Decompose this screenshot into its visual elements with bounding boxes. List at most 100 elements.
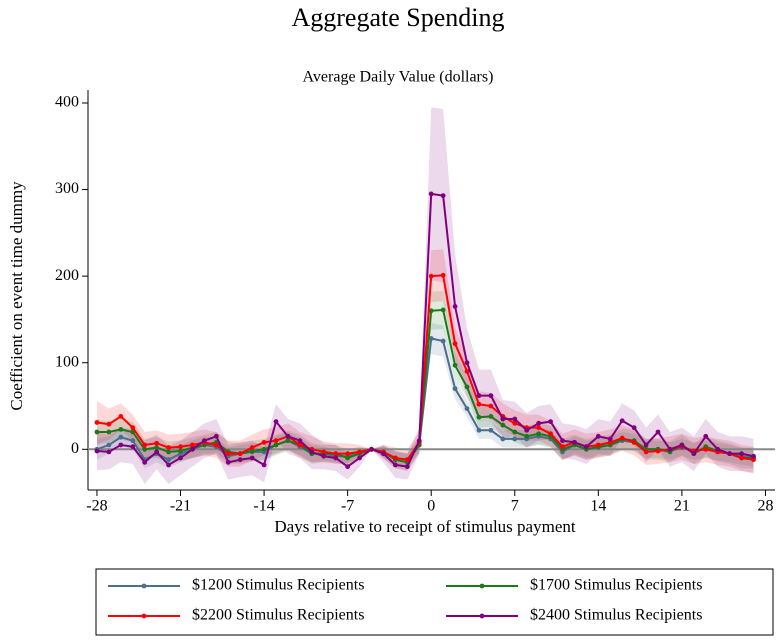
y-tick-label: 100 xyxy=(55,353,79,370)
point xyxy=(166,445,171,450)
point xyxy=(679,442,685,448)
point xyxy=(440,272,446,278)
point xyxy=(512,429,518,435)
chart-subtitle: Average Daily Value (dollars) xyxy=(303,69,494,86)
point xyxy=(190,446,195,452)
x-tick-label: 0 xyxy=(427,498,435,515)
point xyxy=(178,455,183,461)
point xyxy=(345,464,351,470)
point xyxy=(428,308,434,314)
point xyxy=(428,336,434,341)
point xyxy=(607,439,613,445)
point xyxy=(118,434,124,440)
point xyxy=(476,393,482,399)
legend-label: $1700 Stimulus Recipients xyxy=(530,577,702,594)
point xyxy=(416,438,422,444)
point xyxy=(440,193,446,199)
y-tick-label: 400 xyxy=(55,94,79,111)
point xyxy=(500,416,506,422)
legend-label: $2400 Stimulus Recipients xyxy=(530,607,702,624)
point xyxy=(595,433,601,439)
point xyxy=(261,446,267,452)
legend-marker xyxy=(141,583,147,589)
point xyxy=(297,438,303,444)
legend-label: $1200 Stimulus Recipients xyxy=(192,577,364,594)
point xyxy=(225,459,231,465)
point xyxy=(488,427,494,433)
chart-title: Aggregate Spending xyxy=(291,3,504,32)
point xyxy=(404,464,410,470)
x-tick-label: -14 xyxy=(253,498,274,515)
point xyxy=(237,457,243,463)
point xyxy=(595,442,601,448)
point xyxy=(631,425,637,431)
point xyxy=(106,421,112,427)
point xyxy=(130,444,136,450)
point xyxy=(452,304,458,309)
point xyxy=(357,455,362,461)
point xyxy=(118,426,124,432)
point xyxy=(619,418,625,424)
y-axis-label: Coefficient on event time dummy xyxy=(7,181,26,411)
point xyxy=(321,453,327,459)
point xyxy=(512,416,518,422)
point xyxy=(213,433,219,439)
x-tick-label: 21 xyxy=(674,498,690,515)
point xyxy=(94,420,100,425)
point xyxy=(524,427,530,433)
confidence-band xyxy=(96,107,754,484)
point xyxy=(178,444,183,450)
point xyxy=(225,451,231,457)
legend-marker xyxy=(479,613,485,619)
point xyxy=(178,448,183,454)
point xyxy=(727,451,733,457)
point xyxy=(154,445,160,450)
point xyxy=(631,439,637,445)
point xyxy=(166,462,171,468)
point xyxy=(237,451,243,457)
point xyxy=(464,384,470,390)
point xyxy=(285,438,291,444)
point xyxy=(106,449,112,455)
point xyxy=(130,438,136,444)
point xyxy=(524,433,530,439)
point xyxy=(739,451,744,457)
x-tick-label: -21 xyxy=(170,498,191,515)
point xyxy=(297,442,303,448)
legend-marker xyxy=(479,583,485,589)
point xyxy=(536,420,542,426)
point xyxy=(94,448,100,454)
point xyxy=(536,425,542,431)
point xyxy=(488,403,494,409)
point xyxy=(392,462,398,468)
point xyxy=(440,338,446,344)
point xyxy=(166,457,171,463)
point xyxy=(142,459,148,465)
point xyxy=(452,386,458,392)
point xyxy=(357,449,362,455)
point xyxy=(285,433,291,439)
point xyxy=(476,414,482,420)
point xyxy=(619,435,625,441)
point xyxy=(261,439,267,445)
point xyxy=(715,446,721,452)
point xyxy=(703,446,709,452)
point xyxy=(691,451,697,457)
point xyxy=(166,449,171,455)
point xyxy=(536,431,542,437)
x-axis-label: Days relative to receipt of stimulus pay… xyxy=(274,517,575,536)
point xyxy=(476,427,482,433)
point xyxy=(488,414,494,419)
point xyxy=(118,442,124,448)
point xyxy=(154,440,160,446)
x-tick-label: 28 xyxy=(757,498,773,515)
point xyxy=(560,444,565,450)
point xyxy=(452,341,458,347)
point xyxy=(667,446,673,452)
legend-label: $2200 Stimulus Recipients xyxy=(192,607,364,624)
point xyxy=(643,449,649,455)
point xyxy=(94,429,100,435)
point xyxy=(273,442,279,448)
point xyxy=(739,455,744,461)
